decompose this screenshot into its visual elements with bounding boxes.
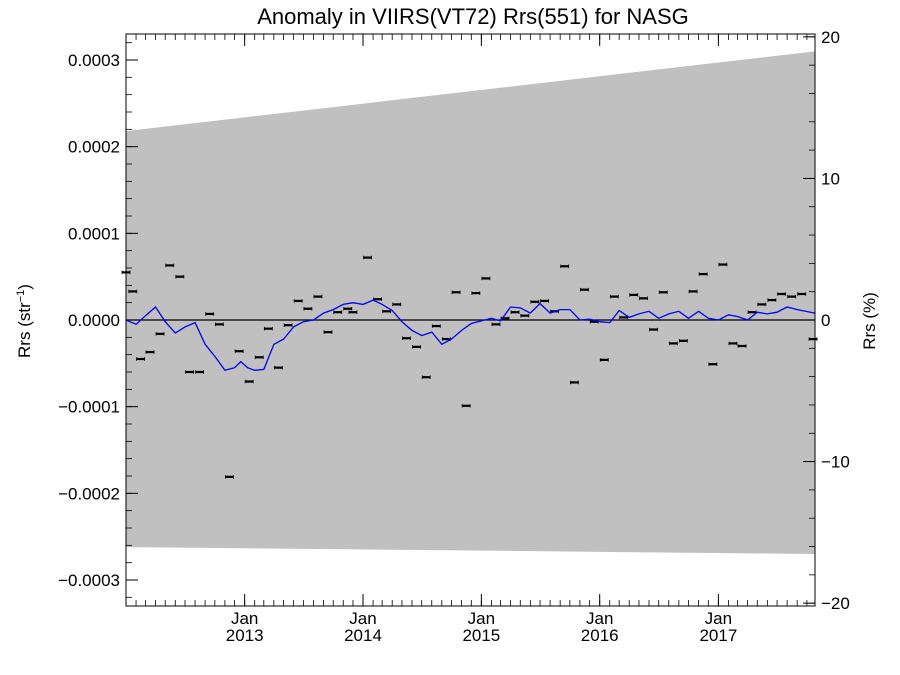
data-point xyxy=(234,349,244,353)
data-point xyxy=(698,272,708,276)
y-tick-label-left: 0.0002 xyxy=(68,138,120,157)
plot-area xyxy=(121,51,818,554)
data-point xyxy=(431,324,441,328)
data-point xyxy=(787,294,797,299)
data-point xyxy=(412,345,421,349)
x-tick-label-year: 2013 xyxy=(226,626,264,645)
data-point xyxy=(688,289,698,294)
data-point xyxy=(461,404,471,408)
data-point xyxy=(333,310,343,314)
data-point xyxy=(471,291,481,295)
y-tick-label-left: 0.0003 xyxy=(68,51,120,70)
y-tick-label-left: 0.0001 xyxy=(68,224,120,243)
data-point xyxy=(263,326,273,331)
data-point xyxy=(808,337,818,341)
axes: 0.0003 0.0002 0.0001 0.0000 −0.0001 −0.0002 −0… xyxy=(58,28,850,645)
data-point xyxy=(402,336,411,340)
data-point xyxy=(649,327,658,332)
data-point xyxy=(244,379,254,384)
data-point xyxy=(757,302,767,307)
data-point xyxy=(313,294,323,299)
data-point xyxy=(658,290,668,295)
data-point xyxy=(510,310,520,314)
data-point xyxy=(136,357,145,361)
data-point xyxy=(214,322,224,327)
data-point xyxy=(599,358,609,362)
data-point xyxy=(737,344,747,348)
x-tick-label-month: Jan xyxy=(705,609,732,628)
data-point xyxy=(165,263,175,268)
y-axis-label-left: Rrs (str−1) xyxy=(15,284,34,358)
data-point xyxy=(273,365,283,370)
data-point xyxy=(205,312,215,316)
smoothed-line xyxy=(125,299,816,372)
y-tick-label-right: 20 xyxy=(821,28,840,47)
data-point xyxy=(491,322,501,327)
data-point xyxy=(481,276,491,281)
data-point xyxy=(392,302,402,307)
data-point xyxy=(767,298,777,302)
data-point xyxy=(540,299,549,303)
data-point xyxy=(155,332,165,336)
data-point xyxy=(639,296,648,301)
data-point xyxy=(145,350,155,354)
data-point xyxy=(629,293,639,297)
y-tick-label-left: 0.0000 xyxy=(68,311,120,330)
x-tick-label-year: 2015 xyxy=(462,626,500,645)
y-tick-label-right: −20 xyxy=(821,594,850,613)
y-tick-label-right: −10 xyxy=(821,453,850,472)
data-point xyxy=(728,341,738,346)
data-point xyxy=(678,339,688,343)
x-tick-label-year: 2016 xyxy=(581,626,619,645)
data-point xyxy=(363,255,372,260)
data-point xyxy=(323,330,333,334)
y-axis-label-left-base: Rrs (str xyxy=(15,302,34,358)
data-point xyxy=(609,294,619,299)
data-point xyxy=(451,290,461,295)
y-tick-label-right: 10 xyxy=(821,169,840,188)
data-point xyxy=(254,355,264,360)
data-point xyxy=(293,299,303,303)
data-point xyxy=(343,306,353,311)
x-tick-label-year: 2014 xyxy=(344,626,382,645)
y-tick-label-right: 0 xyxy=(821,311,830,330)
y-axis-label-left-close: ) xyxy=(15,284,34,290)
data-point xyxy=(560,264,570,269)
data-point xyxy=(303,306,313,311)
data-point xyxy=(718,262,728,267)
x-tick-label-year: 2017 xyxy=(699,626,737,645)
x-tick-label-month: Jan xyxy=(231,609,258,628)
data-point xyxy=(520,313,530,318)
y-tick-label-left: −0.0001 xyxy=(58,398,120,417)
data-point xyxy=(283,323,293,327)
data-point xyxy=(777,292,787,296)
y-tick-label-left: −0.0002 xyxy=(58,484,120,503)
data-point xyxy=(225,475,234,479)
data-point xyxy=(580,287,589,292)
data-point xyxy=(570,380,579,385)
data-point xyxy=(175,274,185,279)
data-point xyxy=(708,362,718,366)
data-point xyxy=(421,375,431,379)
data-point xyxy=(195,370,205,374)
data-point xyxy=(530,300,540,304)
x-tick-label-month: Jan xyxy=(586,609,613,628)
chart-title: Anomaly in VIIRS(VT72) Rrs(551) for NASG xyxy=(257,4,689,29)
y-axis-label-left-sup: −1 xyxy=(15,290,27,303)
data-point xyxy=(668,341,678,346)
data-point xyxy=(185,370,194,374)
data-point xyxy=(128,289,138,294)
uncertainty-band xyxy=(126,51,815,554)
data-point xyxy=(348,310,358,314)
x-tick-label-month: Jan xyxy=(349,609,376,628)
y-tick-label-left: −0.0003 xyxy=(58,571,120,590)
x-tick-label-month: Jan xyxy=(468,609,495,628)
y-axis-label-right: Rrs (%) xyxy=(860,292,879,350)
data-point xyxy=(797,292,807,296)
